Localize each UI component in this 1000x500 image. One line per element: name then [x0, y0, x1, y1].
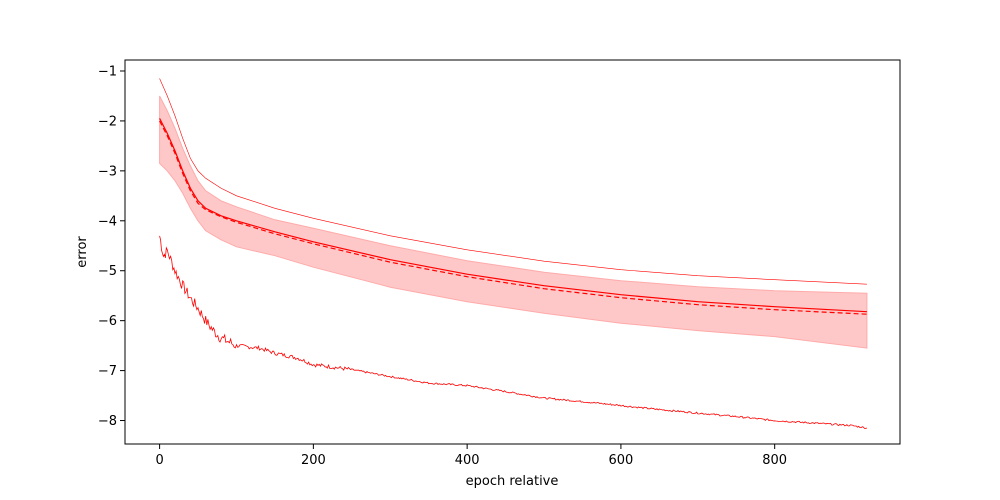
upper-bound-line [159, 78, 867, 285]
y-tick-label: −5 [98, 264, 117, 279]
x-tick-label: 400 [455, 453, 480, 468]
x-tick-label: 200 [301, 453, 326, 468]
mean-line [159, 118, 867, 313]
y-tick-label: −3 [98, 164, 117, 179]
x-tick-label: 800 [762, 453, 787, 468]
y-tick-label: −2 [98, 114, 117, 129]
x-tick-label: 600 [608, 453, 633, 468]
x-axis-ticks: 0 200 400 600 800 [155, 444, 787, 468]
series-lines-layer [159, 78, 868, 429]
shaded-band-layer [159, 95, 868, 349]
shaded-band [159, 95, 868, 349]
y-tick-label: −8 [98, 414, 117, 429]
x-tick-label: 0 [155, 453, 163, 468]
y-tick-label: −1 [98, 64, 117, 79]
median-line [159, 120, 867, 315]
y-tick-label: −7 [98, 364, 117, 379]
y-tick-label: −4 [98, 214, 117, 229]
y-tick-label: −6 [98, 314, 117, 329]
plot-area-frame [124, 59, 901, 445]
x-axis-label: epoch relative [466, 474, 559, 489]
minimum-line [159, 235, 868, 429]
y-axis-label: error [75, 236, 90, 268]
y-axis-ticks: −8 −7 −6 −5 −4 −3 −2 −1 [98, 64, 125, 429]
